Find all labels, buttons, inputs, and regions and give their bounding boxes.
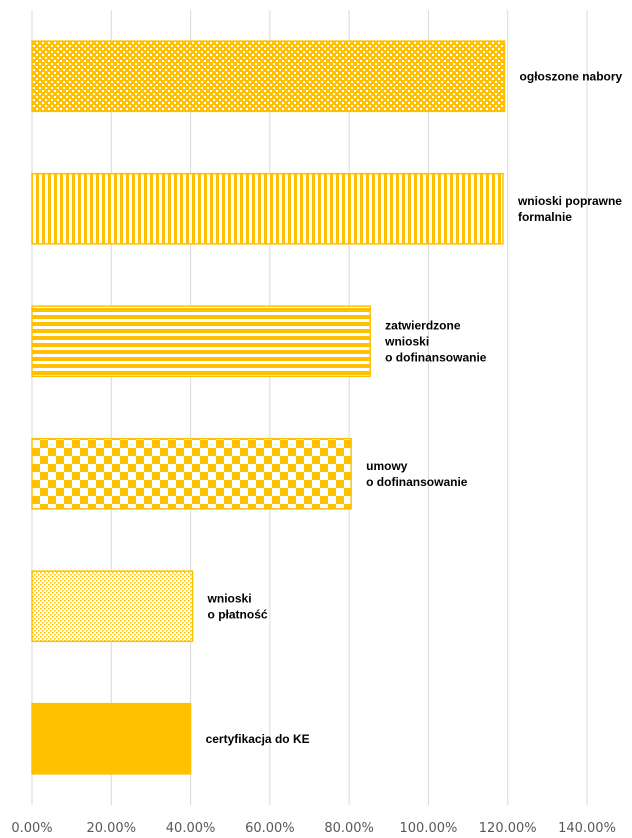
gridlines	[31, 10, 588, 805]
x-axis-tick-labels: 0.00% 20.00% 40.00% 60.00% 80.00% 100.00% 120.…	[11, 821, 616, 836]
bar	[31, 40, 506, 113]
bar	[31, 172, 504, 245]
bar-category-label: wnioski o płatność	[207, 591, 268, 621]
bar-category-label: zatwierdzone wnioski o dofinansowanie	[384, 318, 487, 364]
x-tick-label: 120.00%	[479, 821, 537, 836]
bar-category-label: wnioski poprawne formalnie	[517, 194, 622, 224]
x-tick-label: 40.00%	[166, 821, 216, 836]
bar	[31, 570, 194, 643]
bar	[31, 702, 192, 775]
x-tick-label: 140.00%	[558, 821, 616, 836]
x-tick-label: 60.00%	[245, 821, 295, 836]
bar-category-label: ogłoszone nabory	[520, 69, 623, 83]
bars	[31, 40, 506, 775]
bar	[31, 305, 371, 378]
bar-labels: ogłoszone nabory wnioski poprawne formalni…	[206, 69, 623, 746]
x-tick-label: 20.00%	[86, 821, 136, 836]
x-tick-label: 100.00%	[400, 821, 458, 836]
x-tick-label: 80.00%	[324, 821, 374, 836]
x-tick-label: 0.00%	[11, 821, 52, 836]
bar	[31, 437, 352, 510]
bar-category-label: umowy o dofinansowanie	[366, 459, 468, 489]
bar-category-label: certyfikacja do KE	[206, 732, 310, 746]
